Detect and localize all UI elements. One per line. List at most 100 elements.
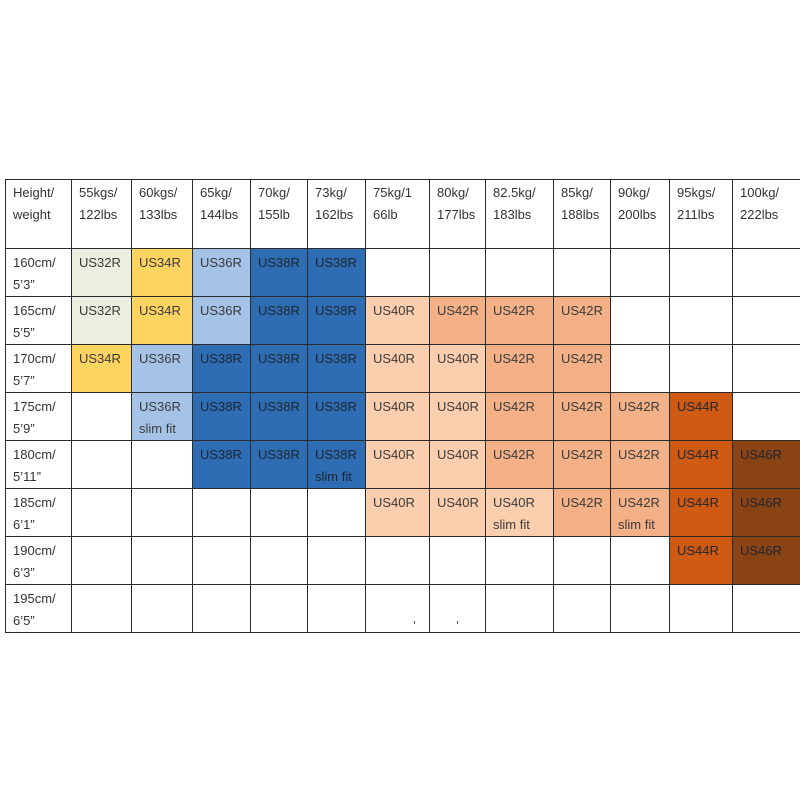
cell-line: 177lbs: [437, 207, 476, 222]
height-label: 165cm/5’5”: [5, 296, 72, 345]
cell-line: US36R: [200, 255, 242, 270]
size-cell: US42R: [429, 296, 486, 345]
cell-line: 80kg/: [437, 185, 469, 200]
size-cell: US36R slim fit: [131, 392, 193, 441]
cell-line: 155lb: [258, 207, 290, 222]
size-cell: US42R: [553, 440, 611, 489]
size-cell: [250, 536, 308, 585]
size-cell: US46R: [732, 536, 800, 585]
weight-header-2: 65kg/144lbs: [192, 179, 251, 249]
size-cell: [610, 536, 670, 585]
cell-line: 100kg/: [740, 185, 780, 200]
weight-header-5: 75kg/1 66lb: [365, 179, 430, 249]
cell-line: 200lbs: [618, 207, 657, 222]
cell-line: US42R: [493, 399, 535, 414]
size-cell: [131, 536, 193, 585]
cell-line: US38R: [315, 447, 357, 462]
cell-line: US44R: [677, 447, 719, 462]
size-cell: [365, 536, 430, 585]
size-cell: [669, 248, 733, 297]
cell-line: 82.5kg/: [493, 185, 536, 200]
size-cell: US46R: [732, 440, 800, 489]
size-cell: [732, 584, 800, 633]
size-cell: [669, 296, 733, 345]
cell-line: 188lbs: [561, 207, 600, 222]
size-cell: [610, 296, 670, 345]
cell-line: 133lbs: [139, 207, 178, 222]
cell-line: Height/: [13, 185, 55, 200]
cell-line: US40R: [373, 495, 415, 510]
header-row: Height/weight 55kgs/122lbs 60kgs/133lbs 65k…: [5, 179, 800, 249]
weight-header-0: 55kgs/122lbs: [71, 179, 132, 249]
size-cell: [131, 488, 193, 537]
cell-line: slim fit: [493, 517, 530, 532]
cell-line: US38R: [315, 303, 357, 318]
cell-line: US42R: [561, 399, 603, 414]
cell-line: US42R: [561, 351, 603, 366]
cell-line: US38R: [258, 447, 300, 462]
size-cell: US38R: [192, 392, 251, 441]
size-cell: [307, 536, 366, 585]
size-cell: US34R: [131, 248, 193, 297]
size-cell: US34R: [131, 296, 193, 345]
cell-line: US34R: [139, 303, 181, 318]
cell-line: 222lbs: [740, 207, 779, 222]
cell-line: 122lbs: [79, 207, 118, 222]
tick-mark: [457, 621, 458, 624]
size-cell: [610, 584, 670, 633]
table-row: 195cm/6’5”: [5, 584, 800, 633]
cell-line: US38R: [258, 399, 300, 414]
cell-line: 6’3”: [13, 565, 35, 580]
table-row: 185cm/6’1” US40R US40R US40R slim fit US42R US…: [5, 488, 800, 537]
size-cell: US38R slim fit: [307, 440, 366, 489]
weight-header-8: 85kg/188lbs: [553, 179, 611, 249]
cell-line: 70kg/: [258, 185, 290, 200]
cell-line: weight: [13, 207, 51, 222]
size-cell: US36R: [131, 344, 193, 393]
height-label: 190cm/6’3”: [5, 536, 72, 585]
cell-line: US40R: [373, 303, 415, 318]
cell-line: US46R: [740, 495, 782, 510]
cell-line: US40R: [373, 351, 415, 366]
size-cell: US42R slim fit: [610, 488, 670, 537]
cell-line: 5’11”: [13, 469, 41, 484]
cell-line: US38R: [258, 303, 300, 318]
height-label: 180cm/5’11”: [5, 440, 72, 489]
weight-header-7: 82.5kg/183lbs: [485, 179, 554, 249]
size-cell: US38R: [307, 344, 366, 393]
size-cell: [485, 536, 554, 585]
size-cell: [732, 344, 800, 393]
size-cell: US38R: [192, 440, 251, 489]
size-cell: [732, 392, 800, 441]
size-cell: [192, 584, 251, 633]
cell-line: US38R: [315, 351, 357, 366]
size-cell: US38R: [250, 248, 308, 297]
size-cell: [732, 296, 800, 345]
size-cell: US44R: [669, 536, 733, 585]
table-row: 190cm/6’3” US44R US46R: [5, 536, 800, 585]
cell-line: 6’1”: [13, 517, 35, 532]
size-cell: [610, 344, 670, 393]
size-cell: US40R slim fit: [485, 488, 554, 537]
cell-line: US44R: [677, 543, 719, 558]
size-cell: [192, 488, 251, 537]
size-cell: [429, 584, 486, 633]
size-cell: [429, 536, 486, 585]
cell-line: US38R: [315, 399, 357, 414]
cell-line: US36R: [200, 303, 242, 318]
cell-line: 73kg/: [315, 185, 347, 200]
size-cell: [71, 488, 132, 537]
cell-line: 60kgs/: [139, 185, 178, 200]
cell-line: US40R: [373, 399, 415, 414]
size-cell: US42R: [553, 488, 611, 537]
size-cell: US44R: [669, 440, 733, 489]
cell-line: 95kgs/: [677, 185, 716, 200]
size-cell: [131, 440, 193, 489]
cell-line: 144lbs: [200, 207, 239, 222]
size-cell: US44R: [669, 392, 733, 441]
cell-line: US44R: [677, 495, 719, 510]
cell-line: 170cm/: [13, 351, 56, 366]
cell-line: US38R: [258, 255, 300, 270]
size-cell: US42R: [610, 392, 670, 441]
size-chart-table: Height/weight 55kgs/122lbs 60kgs/133lbs 65k…: [5, 179, 800, 633]
